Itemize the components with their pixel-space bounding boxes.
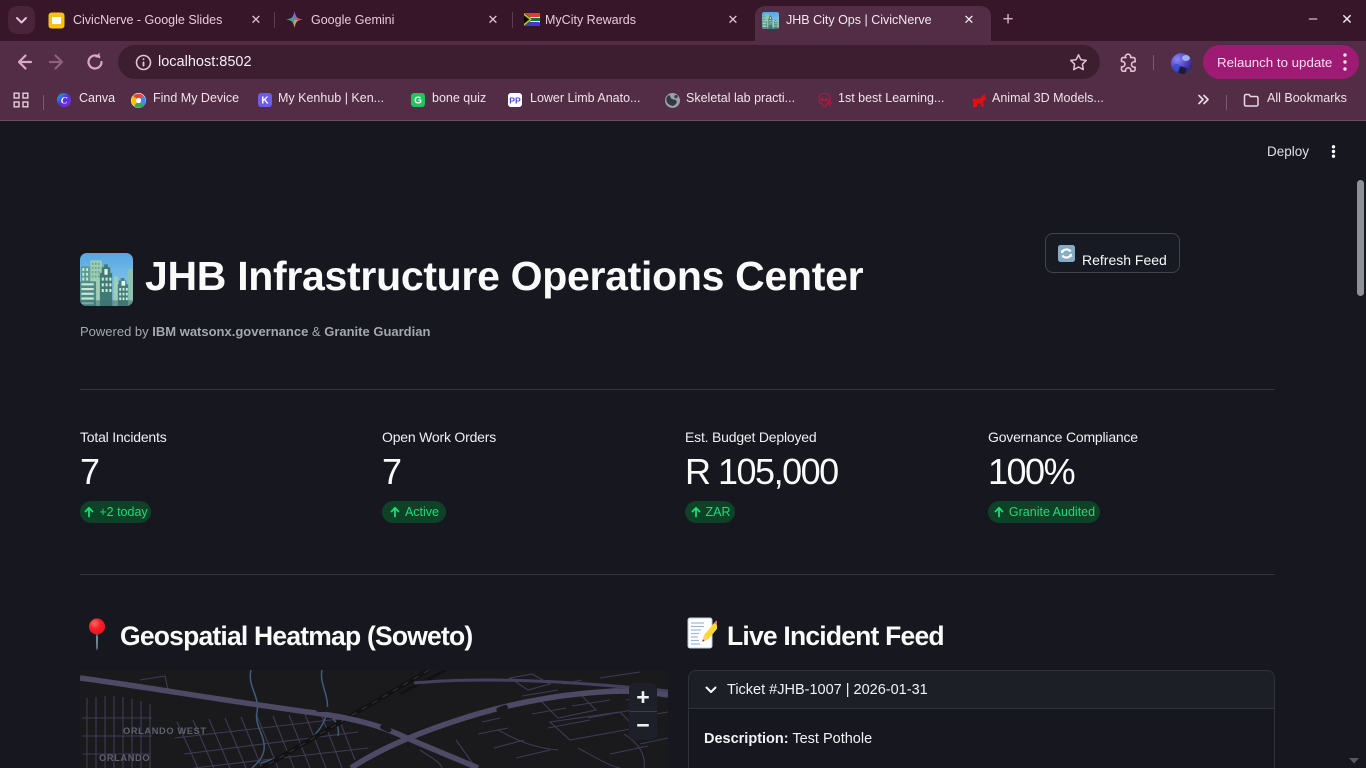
svg-text:G: G — [414, 96, 422, 107]
svg-text:ORLANDO WEST: ORLANDO WEST — [123, 726, 207, 736]
svg-text:C: C — [61, 96, 68, 106]
svg-text:ORLANDO: ORLANDO — [99, 753, 150, 763]
svg-text:PP: PP — [509, 95, 521, 105]
svg-text:K: K — [261, 96, 269, 107]
